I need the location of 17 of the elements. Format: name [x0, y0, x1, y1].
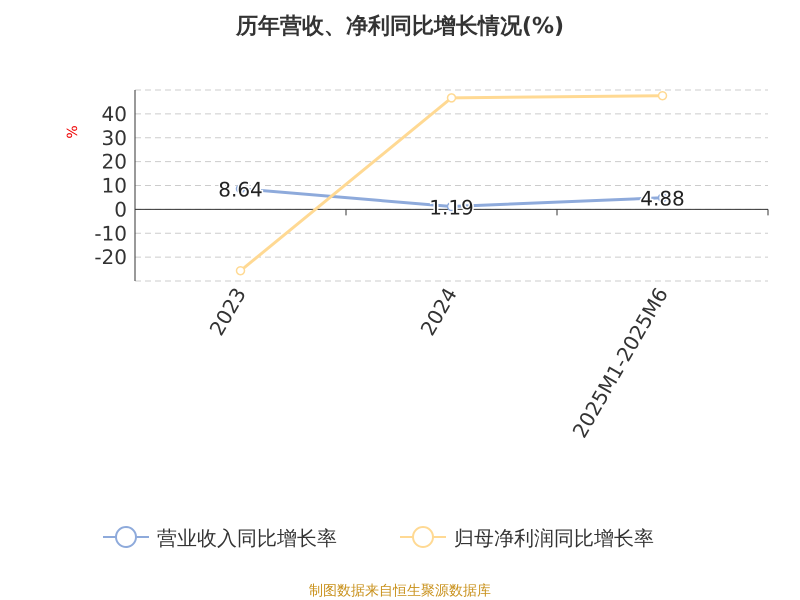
legend-label: 营业收入同比增长率 — [157, 526, 337, 550]
y-tick-label: 40 — [102, 102, 127, 126]
y-tick-label: 10 — [102, 174, 127, 198]
y-tick-label: -20 — [94, 245, 127, 270]
data-label: 4.88 — [640, 186, 685, 211]
y-axis-title: % — [65, 125, 81, 139]
legend-label: 归母净利润同比增长率 — [454, 526, 654, 550]
y-tick-label: 0 — [114, 197, 127, 222]
point — [446, 93, 456, 103]
data-label: 8.64 — [218, 178, 263, 202]
point — [658, 90, 668, 100]
point — [236, 266, 246, 276]
y-tick-label: 20 — [102, 150, 127, 174]
y-tick-label: -10 — [94, 221, 127, 246]
chart-title: 历年营收、净利同比增长情况(%) — [234, 14, 564, 39]
text: 制图数据来自恒生聚源数据库 — [309, 583, 491, 599]
y-tick-label: 30 — [102, 126, 127, 150]
